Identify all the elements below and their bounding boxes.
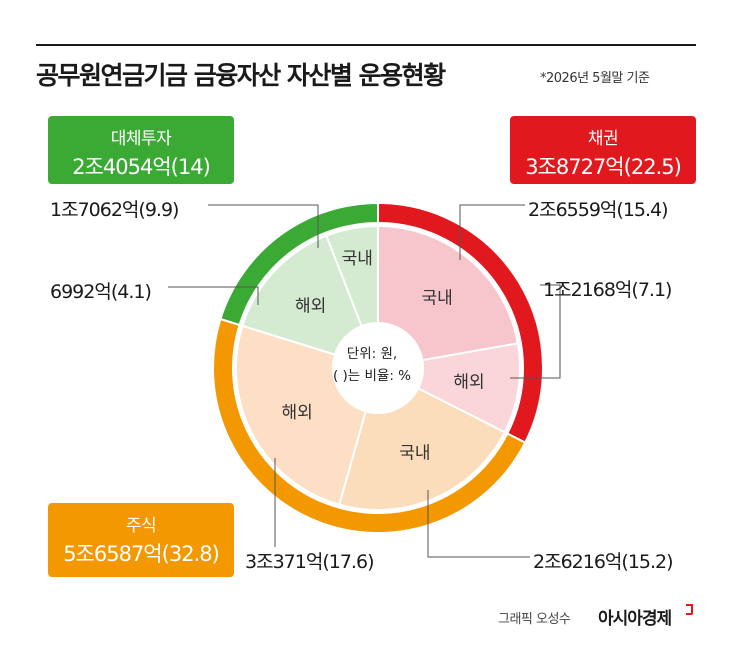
- value-stock-domestic-pct: 15.2: [627, 551, 667, 573]
- inner-label-stock-3: 해외: [281, 403, 312, 423]
- inner-label-bond-0: 국내: [421, 289, 452, 309]
- bond-name: 채권: [587, 129, 619, 149]
- bond-value: 3조8727억(22.5): [525, 155, 682, 179]
- bond-amount: 3조8727억: [525, 155, 624, 179]
- chart-title: 공무원연금기금 금융자산 자산별 운용현황: [36, 61, 446, 90]
- inner-label-alt-5: 해외: [295, 296, 326, 316]
- value-alt-domestic-amount: 6992억: [50, 281, 112, 303]
- inner-label-alt-4: 국내: [342, 249, 373, 269]
- value-stock-overseas-amount: 3조371억: [245, 551, 323, 573]
- outer-ring-alt: [219, 201, 379, 327]
- value-stock-domestic-amount: 2조6216억: [533, 551, 622, 573]
- value-alt-overseas-pct: 9.9: [144, 199, 173, 221]
- alt-pct: 14: [177, 155, 204, 179]
- stock-amount: 5조6587억: [63, 542, 162, 566]
- value-alt-overseas: 1조7062억(9.9): [50, 199, 179, 221]
- stock-pct: 32.8: [168, 542, 213, 566]
- value-alt-domestic-pct: 4.1: [117, 281, 145, 303]
- brand-mark-icon: [686, 604, 693, 615]
- value-bond-overseas-amount: 1조2168억: [543, 279, 632, 301]
- value-alt-domestic: 6992억(4.1): [50, 281, 152, 303]
- brand-logo: 아시아경제: [598, 609, 672, 629]
- graphic-credit: 그래픽 오성수: [498, 612, 571, 627]
- leader-stock-domestic: [427, 490, 530, 558]
- leader-bond-overseas: [510, 284, 561, 379]
- date-note: *2026년 5월말 기준: [540, 71, 650, 86]
- value-bond-domestic-amount: 2조6559억: [528, 199, 617, 221]
- bond-pct: 22.5: [630, 155, 675, 179]
- alt-name: 대체투자: [110, 129, 172, 149]
- stock-name: 주식: [125, 516, 157, 536]
- top-rule: [36, 44, 696, 46]
- value-stock-overseas-pct: 17.6: [328, 551, 368, 573]
- alt-value: 2조4054억(14): [72, 155, 211, 179]
- center-hole: [333, 323, 423, 413]
- value-bond-overseas: 1조2168억(7.1): [543, 279, 672, 301]
- value-stock-overseas: 3조371억(17.6): [245, 551, 374, 573]
- alt-amount: 2조4054억: [72, 155, 171, 179]
- leader-bond-domestic: [459, 204, 525, 260]
- center-note-line1: 단위: 원,: [347, 346, 397, 362]
- legend-box-stock: 주식 5조6587억(32.8): [48, 503, 234, 577]
- leader-alt-overseas: [208, 204, 319, 248]
- value-bond-domestic-pct: 15.4: [622, 199, 662, 221]
- value-bond-domestic: 2조6559억(15.4): [528, 199, 669, 221]
- value-bond-overseas-pct: 7.1: [637, 279, 666, 301]
- legend-box-bond: 채권 3조8727억(22.5): [510, 116, 696, 184]
- value-alt-overseas-amount: 1조7062억: [50, 199, 139, 221]
- legend-box-alt: 대체투자 2조4054억(14): [48, 116, 234, 184]
- center-note-line2: ( )는 비율: %: [333, 368, 411, 384]
- value-stock-domestic: 2조6216억(15.2): [533, 551, 674, 573]
- inner-label-bond-1: 해외: [453, 373, 484, 393]
- inner-label-stock-2: 국내: [399, 443, 430, 463]
- leader-alt-domestic: [168, 286, 259, 305]
- stock-value: 5조6587억(32.8): [63, 542, 220, 566]
